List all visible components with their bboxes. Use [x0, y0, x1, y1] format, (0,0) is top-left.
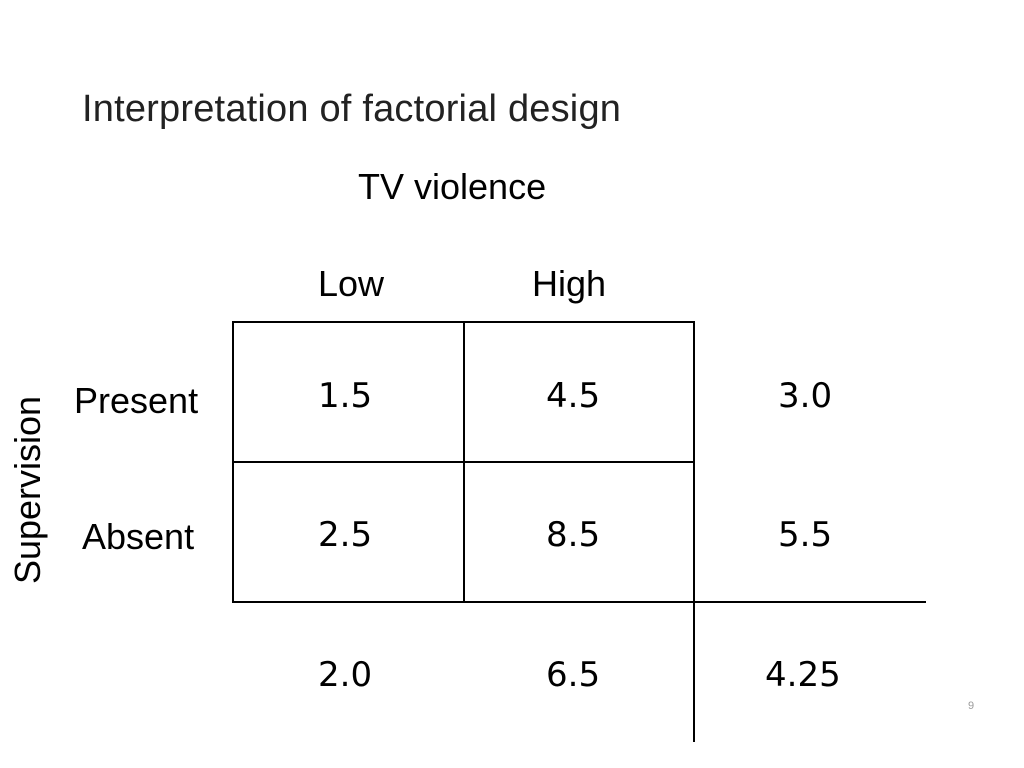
cell-absent-high: 8.5	[546, 515, 601, 555]
row-mean-absent: 5.5	[778, 515, 833, 555]
cell-absent-low: 2.5	[318, 515, 373, 555]
row-level-absent: Absent	[82, 516, 195, 557]
column-mean-low: 2.0	[318, 655, 373, 695]
grid-line-center	[463, 321, 465, 603]
row-mean-present: 3.0	[778, 376, 833, 416]
grand-mean: 4.25	[765, 655, 841, 695]
grid-line-bottom	[232, 601, 926, 603]
page-number: 9	[968, 700, 975, 712]
cell-present-high: 4.5	[546, 376, 601, 416]
column-level-high: High	[532, 263, 607, 304]
grid-line-right	[693, 321, 695, 742]
row-factor-label: Supervision	[7, 395, 48, 585]
cell-present-low: 1.5	[318, 376, 373, 416]
grid-line-left	[232, 321, 234, 603]
column-mean-high: 6.5	[546, 655, 601, 695]
column-factor-label: TV violence	[358, 166, 547, 207]
column-level-low: Low	[318, 263, 385, 304]
slide-title: Interpretation of factorial design	[82, 88, 622, 130]
row-level-present: Present	[74, 380, 199, 421]
